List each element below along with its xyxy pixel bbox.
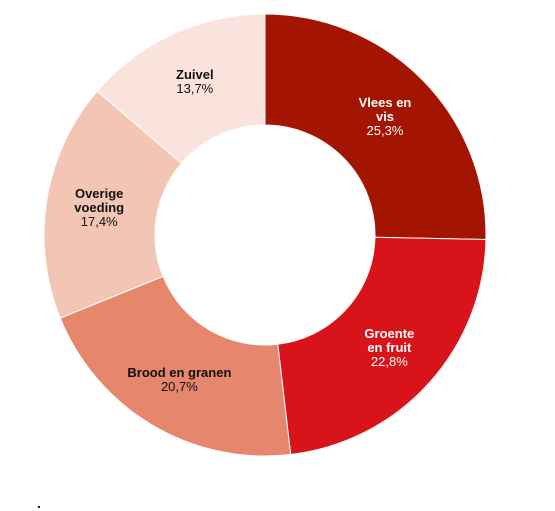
slice-value: 25,3%	[366, 123, 404, 139]
slice-label: Zuivel 13,7%	[176, 68, 214, 96]
slice-name: Groente en fruit	[364, 325, 415, 355]
slice-label: Groente en fruit 22,8%	[364, 325, 415, 369]
slice-name: Zuivel	[176, 67, 214, 83]
slice-label: Vlees en vis 25,3%	[359, 96, 412, 138]
slice-overige-voeding	[43, 90, 183, 319]
slice-value: 22,8%	[370, 353, 408, 369]
slice-label: Brood en granen 20,7%	[127, 364, 232, 394]
slice-zuivel	[96, 13, 266, 165]
slice-name: Vlees en vis	[358, 95, 412, 125]
slice-groente-en-fruit	[277, 236, 487, 456]
slice-name: Brood en granen	[127, 364, 232, 380]
slice-value: 20,7%	[160, 378, 198, 394]
slice-value: 13,7%	[176, 81, 214, 97]
footnote-marker: .	[37, 495, 41, 511]
slice-vlees-en-vis	[264, 13, 487, 241]
slice-label: Overige voeding 17,4%	[74, 185, 125, 229]
slice-brood-en-granen	[59, 275, 292, 457]
slice-name: Overige voeding	[74, 185, 125, 215]
slice-value: 17,4%	[80, 213, 118, 229]
